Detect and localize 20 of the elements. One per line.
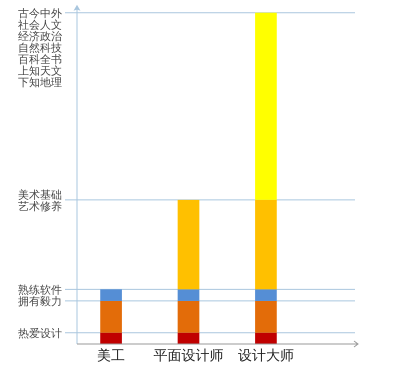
x-tick-label: 平面设计师 [154,348,224,364]
bar [178,289,200,301]
bar [178,332,200,344]
bar [255,289,277,301]
ref-line-label: 古今中外社会人文经济政治自然科技百科全书上知天文下知地理 [18,7,62,90]
bar [178,300,200,333]
bar [100,300,122,333]
bar [255,300,277,333]
bar [100,332,122,344]
bar [255,332,277,344]
x-tick-label: 设计大师 [238,348,294,364]
ref-line-label: 拥有毅力 [18,295,62,308]
x-tick-label: 美工 [97,348,126,364]
ref-line-label: 热爱设计 [18,326,62,340]
bar [100,289,122,301]
bar [178,200,200,290]
ref-line-label: 美术基础艺术修养 [18,188,62,213]
ref-line-label: 熟练软件 [18,284,62,297]
bar [255,200,277,290]
bar [255,12,277,200]
